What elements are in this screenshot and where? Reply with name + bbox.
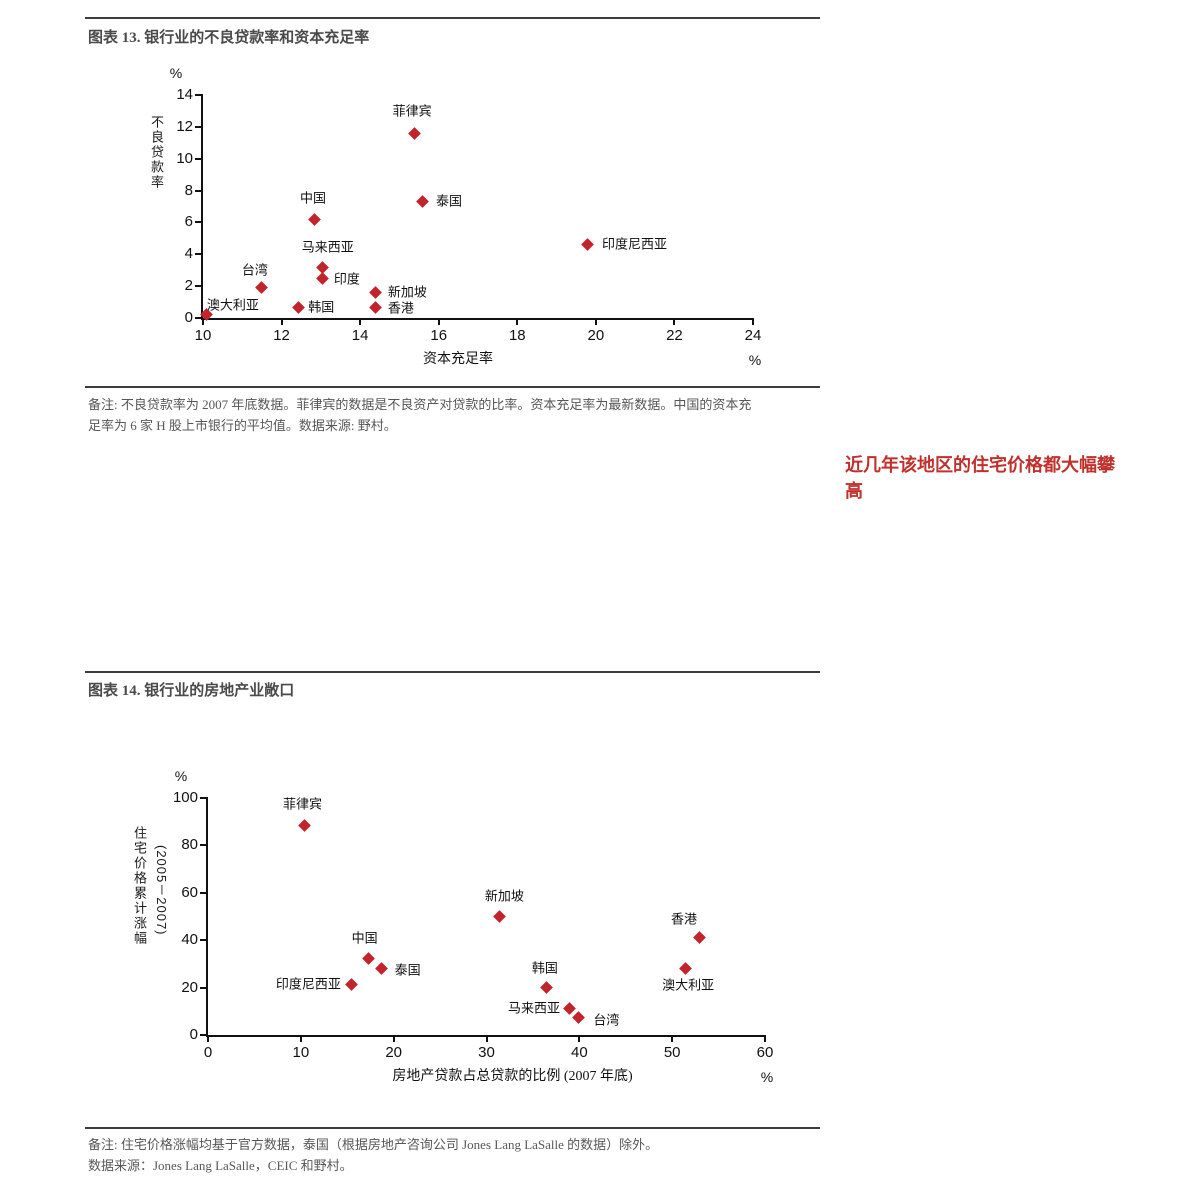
- figure13-y-axis-title: 不良贷款率: [149, 115, 164, 190]
- divider-figure14: [85, 671, 820, 673]
- figure14-chart-area: [118, 745, 795, 1105]
- callout-housing-prices: 近几年该地区的住宅价格都大幅攀 高: [845, 452, 1130, 504]
- figure13-note-line2: 足率为 6 家 H 股上市银行的平均值。数据来源: 野村。: [88, 418, 397, 433]
- figure14-note: 备注: 住宅价格涨幅均基于官方数据，泰国（根据房地产咨询公司 Jones Lan…: [88, 1134, 658, 1176]
- callout-line2: 高: [845, 481, 863, 501]
- divider-figure14-note: [85, 1127, 820, 1129]
- figure14-note-line2: 数据来源：Jones Lang LaSalle，CEIC 和野村。: [88, 1158, 353, 1173]
- figure13-chart-area: [140, 62, 768, 378]
- figure14-y-axis-subtitle: (2005－2007): [154, 845, 169, 936]
- figure13-title: 图表 13. 银行业的不良贷款率和资本充足率: [88, 30, 370, 46]
- figure13-note-line1: 备注: 不良贷款率为 2007 年底数据。菲律宾的数据是不良资产对贷款的比率。资…: [88, 397, 752, 412]
- figure14-y-axis-title: 住宅价格累计涨幅: [132, 826, 147, 946]
- callout-line1: 近几年该地区的住宅价格都大幅攀: [845, 455, 1115, 475]
- divider-figure13-note: [85, 386, 820, 388]
- figure14-title: 图表 14. 银行业的房地产业敞口: [88, 683, 295, 699]
- figure14-note-line1: 备注: 住宅价格涨幅均基于官方数据，泰国（根据房地产咨询公司 Jones Lan…: [88, 1137, 659, 1152]
- figure13-note: 备注: 不良贷款率为 2007 年底数据。菲律宾的数据是不良资产对贷款的比率。资…: [88, 394, 751, 436]
- divider-top: [85, 17, 820, 19]
